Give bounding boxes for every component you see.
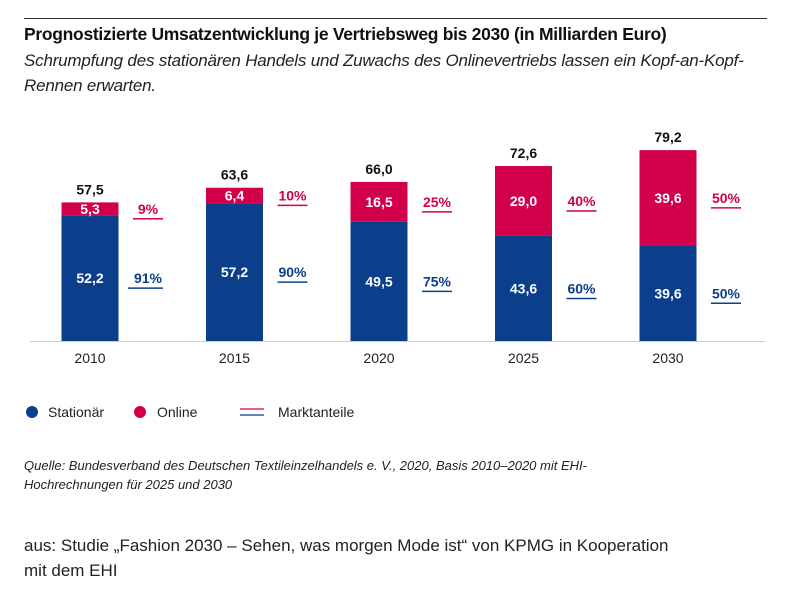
total-label: 72,6 xyxy=(510,145,537,161)
x-tick-label: 2025 xyxy=(508,350,539,366)
top-rule xyxy=(24,18,767,19)
share-label-online: 50% xyxy=(712,190,741,206)
value-label-stationaer: 52,2 xyxy=(76,270,103,286)
bar-online xyxy=(206,187,263,204)
value-label-stationaer: 49,5 xyxy=(365,273,392,289)
total-label: 66,0 xyxy=(365,161,392,177)
legend-dot-stationaer xyxy=(26,406,38,418)
chart-subtitle: Schrumpfung des stationären Handels und … xyxy=(24,51,744,95)
share-label-online: 40% xyxy=(567,193,596,209)
source-note: Quelle: Bundesverband des Deutschen Text… xyxy=(24,458,587,492)
share-label-online: 10% xyxy=(278,187,307,203)
total-label: 57,5 xyxy=(76,181,103,197)
share-label-stationaer: 90% xyxy=(278,264,307,280)
share-label-stationaer: 75% xyxy=(423,273,452,289)
bar-online xyxy=(61,202,119,216)
stacked-bar-chart: 52,2 5,3 57,5 91% 9% 2010 57,2 6,4 63,6 90% 10% 201… xyxy=(26,129,765,420)
value-label-online: 39,6 xyxy=(654,190,681,206)
bar-online xyxy=(495,166,552,236)
share-label-online: 9% xyxy=(138,201,159,217)
value-label-online: 6,4 xyxy=(225,187,245,203)
legend-dot-online xyxy=(134,406,146,418)
x-tick-label: 2020 xyxy=(363,350,394,366)
legend-label-marktanteile: Marktanteile xyxy=(278,404,354,420)
bar-online xyxy=(350,181,408,222)
value-label-stationaer: 39,6 xyxy=(654,285,681,301)
share-label-stationaer: 60% xyxy=(567,280,596,296)
share-label-online: 25% xyxy=(423,194,452,210)
legend-label-stationaer: Stationär xyxy=(48,404,104,420)
x-tick-label: 2015 xyxy=(219,350,250,366)
value-label-online: 16,5 xyxy=(365,194,392,210)
value-label-stationaer: 43,6 xyxy=(510,280,537,296)
bar-stationaer xyxy=(206,203,263,341)
legend-label-online: Online xyxy=(157,404,198,420)
share-label-stationaer: 91% xyxy=(134,270,163,286)
bar-stationaer xyxy=(495,235,552,341)
bar-stationaer xyxy=(350,221,408,341)
chart-title: Prognostizierte Umsatzentwicklung je Ver… xyxy=(24,24,667,44)
x-tick-label: 2030 xyxy=(652,350,683,366)
total-label: 63,6 xyxy=(221,167,248,183)
footer-note: aus: Studie „Fashion 2030 – Sehen, was m… xyxy=(24,536,669,580)
x-tick-label: 2010 xyxy=(74,350,105,366)
total-label: 79,2 xyxy=(654,129,681,145)
value-label-online: 5,3 xyxy=(80,201,100,217)
value-label-stationaer: 57,2 xyxy=(221,264,248,280)
bar-stationaer xyxy=(61,215,119,341)
bar-stationaer xyxy=(639,245,697,341)
share-label-stationaer: 50% xyxy=(712,285,741,301)
value-label-online: 29,0 xyxy=(510,193,537,209)
bar-online xyxy=(639,150,697,246)
